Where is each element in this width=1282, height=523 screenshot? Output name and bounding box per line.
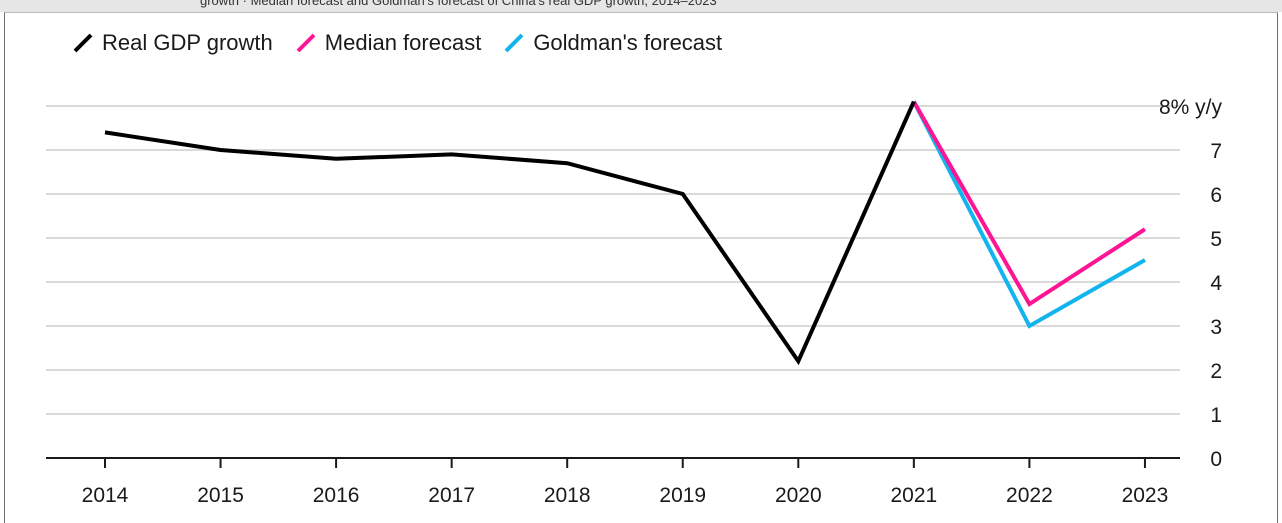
series-line-median <box>912 100 1147 307</box>
y-tick-label-2: 2 <box>1210 360 1222 383</box>
x-tick-label-2019: 2019 <box>659 484 706 507</box>
y-tick-label-3: 3 <box>1210 316 1222 339</box>
legend-item-goldman: Goldman's forecast <box>503 30 722 56</box>
legend-item-real: Real GDP growth <box>72 30 273 56</box>
series-line-real <box>104 100 916 366</box>
legend-item-median: Median forecast <box>295 30 482 56</box>
y-tick-label-4: 4 <box>1210 272 1222 295</box>
legend-label-median: Median forecast <box>324 30 482 55</box>
y-tick-label-0: 0 <box>1210 448 1222 471</box>
x-tick-label-2016: 2016 <box>313 484 360 507</box>
y-tick-label-5: 5 <box>1210 228 1222 251</box>
legend-swatch-real-icon <box>73 33 93 53</box>
x-tick-label-2017: 2017 <box>428 484 475 507</box>
chart-legend: Real GDP growth Median forecast Goldman'… <box>72 30 744 56</box>
cropped-header-text: growth · Median forecast and Goldman’s f… <box>200 0 717 8</box>
legend-swatch-goldman-icon <box>504 33 524 53</box>
legend-line-median <box>296 33 316 53</box>
x-tick-label-2014: 2014 <box>82 484 129 507</box>
legend-line-goldman <box>504 33 524 53</box>
x-tick-label-2015: 2015 <box>197 484 244 507</box>
y-tick-label-7: 7 <box>1210 140 1222 163</box>
legend-line-real <box>73 33 93 53</box>
x-tick-label-2023: 2023 <box>1122 484 1169 507</box>
y-tick-label-6: 6 <box>1210 184 1222 207</box>
top-strip: growth · Median forecast and Goldman’s f… <box>0 0 1282 12</box>
legend-label-goldman: Goldman's forecast <box>533 30 723 55</box>
legend-swatch-median-icon <box>296 33 316 53</box>
series-line-goldman <box>912 100 1146 329</box>
x-tick-label-2022: 2022 <box>1006 484 1053 507</box>
chart-frame <box>4 12 1278 523</box>
y-tick-label-1: 1 <box>1210 404 1222 427</box>
legend-label-real: Real GDP growth <box>102 30 273 55</box>
x-tick-label-2021: 2021 <box>890 484 937 507</box>
y-tick-label-8: 8% y/y <box>1159 96 1223 119</box>
x-tick-label-2018: 2018 <box>544 484 591 507</box>
x-tick-label-2020: 2020 <box>775 484 822 507</box>
